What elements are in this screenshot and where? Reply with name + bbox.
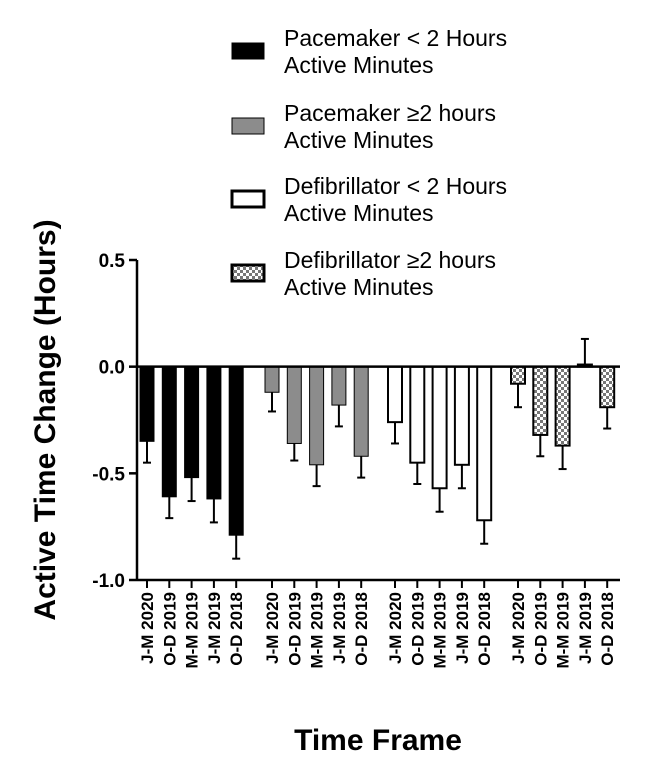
x-tick-label-series3-j-m-2020: J-M 2020 <box>386 592 405 664</box>
y-tick-label-1-0: -1.0 <box>92 571 125 592</box>
axes-group: J-M 2020 O-D 2019 M-M 2019 J-M 2019 O-D 2018… <box>92 251 620 669</box>
y-tick-label-0-5: -0.5 <box>92 464 125 485</box>
x-tick-label-series1-o-d-2018: O-D 2018 <box>227 592 246 666</box>
bar-series3-o-d-2019 <box>409 365 426 464</box>
legend-label-series3-line1: Defibrillator < 2 Hours <box>284 173 507 199</box>
bar-series1-m-m-2019 <box>184 366 200 479</box>
x-tick-label-series2-j-m-2020: J-M 2020 <box>263 592 282 664</box>
y-axis-title: Active Time Change (Hours) <box>29 219 62 620</box>
bar-series3-o-d-2018 <box>476 365 493 522</box>
bar-series4-o-d-2019 <box>532 365 549 436</box>
legend-label-series3-line2: Active Minutes <box>284 200 434 226</box>
bar-series3-j-m-2019 <box>453 365 470 466</box>
bar-series3-m-m-2019 <box>431 365 448 490</box>
bar-series1-j-m-2020 <box>139 366 155 442</box>
x-tick-label-series1-j-m-2020: J-M 2020 <box>138 592 157 664</box>
bar-series2-j-m-2019 <box>331 366 347 406</box>
legend-label-series1-line1: Pacemaker < 2 Hours <box>284 25 507 51</box>
bar-series2-o-d-2019 <box>286 366 302 444</box>
x-tick-label-series4-j-m-2019: J-M 2019 <box>576 592 595 664</box>
bar-series2-j-m-2020 <box>264 366 280 393</box>
legend-label-series4-line2: Active Minutes <box>284 274 434 300</box>
bars-group <box>139 337 616 560</box>
legend-label-series1-line2: Active Minutes <box>284 52 434 78</box>
y-tick-label-0-0: 0.0 <box>99 358 125 379</box>
legend-swatch-series3 <box>230 189 266 209</box>
x-tick-label-series3-o-d-2018: O-D 2018 <box>475 592 494 666</box>
x-tick-label-series1-j-m-2019: J-M 2019 <box>205 592 224 664</box>
bar-series2-m-m-2019 <box>309 366 325 466</box>
legend-label-series2-line2: Active Minutes <box>284 127 434 153</box>
x-tick-label-series1-o-d-2019: O-D 2019 <box>160 592 179 666</box>
bar-series1-o-d-2019 <box>161 366 177 498</box>
x-tick-label-series3-o-d-2019: O-D 2019 <box>408 592 427 666</box>
legend-swatch-series4 <box>230 263 266 283</box>
bar-series3-j-m-2020 <box>387 365 403 424</box>
legend-label-series4-line1: Defibrillator ≥2 hours <box>284 247 496 273</box>
bar-series4-o-d-2018 <box>599 365 616 409</box>
legend-label-series2-line1: Pacemaker ≥2 hours <box>284 100 496 126</box>
x-tick-label-series3-m-m-2019: M-M 2019 <box>431 592 450 669</box>
bar-series4-m-m-2019 <box>554 365 571 447</box>
x-tick-label-series2-j-m-2019: J-M 2019 <box>330 592 349 664</box>
bar-series1-o-d-2018 <box>228 366 244 536</box>
x-tick-label-series4-j-m-2020: J-M 2020 <box>509 592 528 664</box>
x-tick-label-series1-m-m-2019: M-M 2019 <box>183 592 202 669</box>
x-tick-label-series4-m-m-2019: M-M 2019 <box>554 592 573 669</box>
bar-series4-j-m-2020 <box>510 365 526 385</box>
y-tick-label-0-5: 0.5 <box>99 251 126 272</box>
legend-swatch-series2 <box>231 117 265 135</box>
x-tick-label-series2-o-d-2019: O-D 2019 <box>285 592 304 666</box>
x-tick-label-series4-o-d-2019: O-D 2019 <box>531 592 550 666</box>
x-axis-title: Time Frame <box>294 724 462 757</box>
legend-swatch-series1 <box>231 42 265 60</box>
x-tick-label-series2-m-m-2019: M-M 2019 <box>308 592 327 669</box>
x-tick-label-series2-o-d-2018: O-D 2018 <box>352 592 371 666</box>
x-tick-label-series4-o-d-2018: O-D 2018 <box>598 592 617 666</box>
bar-series2-o-d-2018 <box>353 366 369 457</box>
x-tick-label-series3-j-m-2019: J-M 2019 <box>453 592 472 664</box>
bar-series1-j-m-2019 <box>206 366 222 500</box>
